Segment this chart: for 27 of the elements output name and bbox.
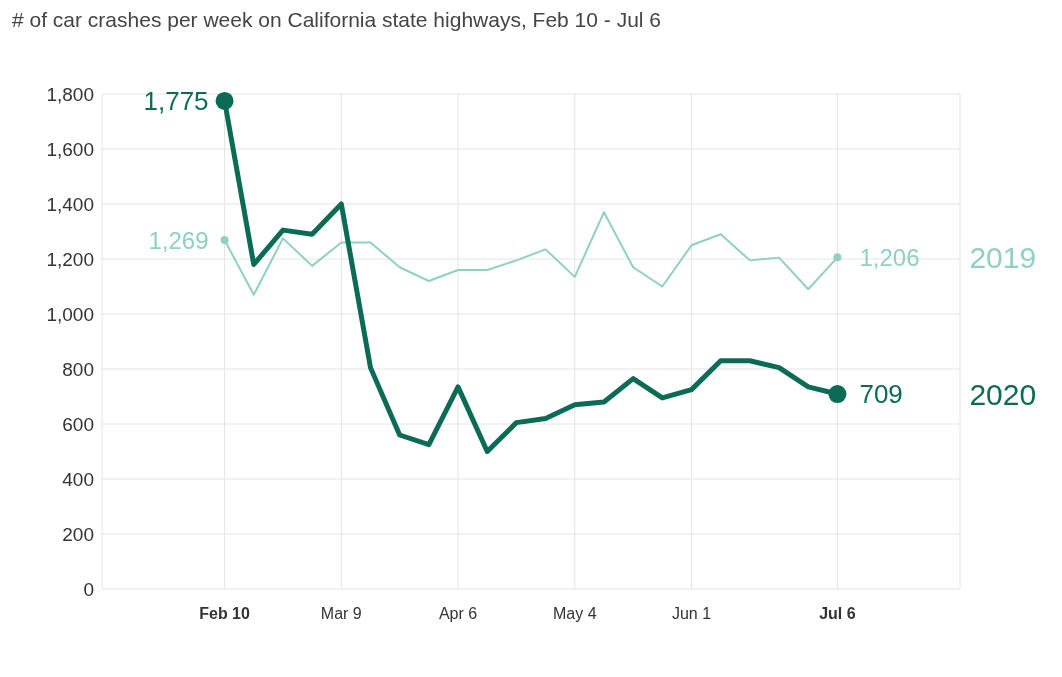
- y-tick-label: 1,400: [46, 193, 94, 215]
- y-tick-label: 200: [62, 523, 94, 545]
- y-tick-label: 1,200: [46, 248, 94, 270]
- x-tick-label: Jun 1: [671, 605, 712, 622]
- x-tick-label: Jul 6: [819, 605, 856, 622]
- x-tick-label: May 4: [552, 605, 597, 622]
- point: [215, 91, 234, 110]
- y-tick-label: 800: [62, 358, 94, 380]
- y-tick-label: 1,600: [46, 138, 94, 160]
- y-tick-label: 0: [83, 578, 94, 600]
- text: 2019: [969, 241, 1037, 275]
- y-tick-label: 1,000: [46, 303, 94, 325]
- text: 2020: [969, 378, 1037, 412]
- point: [220, 236, 229, 245]
- data-label: 1,206: [859, 244, 920, 272]
- x-tick-label: Feb 10: [199, 605, 251, 622]
- data-label: 1,775: [143, 85, 209, 116]
- x-tick-label: Mar 9: [320, 605, 362, 622]
- chart-title: # of car crashes per week on California state highways, Feb 10 - Jul 6: [12, 8, 661, 32]
- data-label: 1,269: [148, 227, 209, 255]
- data-label: 709: [859, 379, 903, 410]
- y-tick-label: 600: [62, 413, 94, 435]
- y-tick-label: 1,800: [46, 83, 94, 105]
- y-tick-label: 400: [62, 468, 94, 490]
- point: [833, 253, 842, 262]
- x-tick-label: Apr 6: [438, 605, 478, 622]
- point: [828, 385, 847, 404]
